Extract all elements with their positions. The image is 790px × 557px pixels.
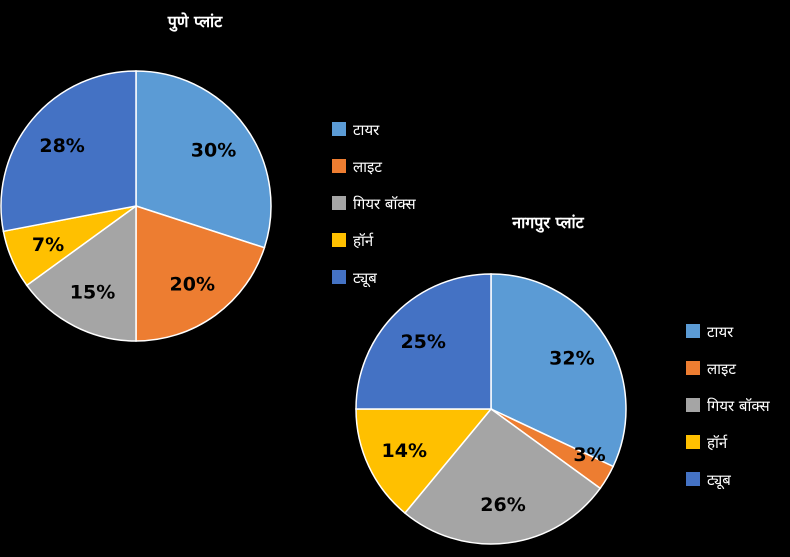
nagpur-chart-title: नागपुर प्लांट	[511, 213, 584, 233]
pune-legend-label-2: गियर बॉक्स	[353, 195, 416, 213]
nagpur-slice-2	[403, 407, 602, 545]
nagpur-slice-4	[355, 273, 492, 410]
pune-slice-label-2: 15%	[70, 281, 115, 303]
nagpur-legend-swatch-3	[686, 435, 700, 449]
pune-legend-swatch-3	[332, 233, 346, 247]
pune-legend-label-0: टायर	[353, 121, 380, 139]
nagpur-legend-swatch-0	[686, 324, 700, 338]
pune-slice-4	[0, 70, 137, 233]
pune-slice-label-0: 30%	[191, 140, 236, 162]
nagpur-legend-label-3: हॉर्न	[707, 434, 728, 452]
pune-plant-pie-chart: पुणे प्लांट 30% 20% 15% 7% 28% टायर लाइट गियर …	[0, 12, 416, 342]
pune-slice-label-3: 7%	[32, 234, 64, 256]
nagpur-plant-pie-chart: नागपुर प्लांट 32% 3% 26% 14% 25% टायर लाइट गिय…	[355, 213, 770, 545]
nagpur-slice-label-2: 26%	[480, 494, 525, 516]
nagpur-slice-label-4: 25%	[400, 331, 445, 353]
nagpur-slice-label-3: 14%	[382, 440, 427, 462]
nagpur-legend-label-2: गियर बॉक्स	[707, 397, 770, 415]
nagpur-legend-label-4: ट्यूब	[707, 471, 731, 490]
nagpur-legend-swatch-4	[686, 472, 700, 486]
nagpur-slice-label-1: 3%	[573, 444, 605, 466]
nagpur-slice-3	[355, 408, 493, 515]
pune-slice-1	[135, 204, 266, 342]
nagpur-legend-swatch-2	[686, 398, 700, 412]
nagpur-legend-swatch-1	[686, 361, 700, 375]
nagpur-legend-label-1: लाइट	[707, 360, 736, 378]
nagpur-slice-0	[490, 273, 627, 468]
nagpur-legend-label-0: टायर	[707, 323, 734, 341]
pune-slice-label-1: 20%	[170, 274, 215, 296]
pune-slice-2	[25, 204, 137, 342]
pune-legend-label-1: लाइट	[353, 158, 382, 176]
pune-slice-label-4: 28%	[39, 135, 84, 157]
pune-legend-swatch-4	[332, 270, 346, 284]
pune-chart-title: पुणे प्लांट	[167, 12, 223, 32]
nagpur-slice-label-0: 32%	[549, 348, 594, 370]
pune-legend-swatch-0	[332, 122, 346, 136]
pune-slice-0	[135, 70, 272, 249]
pune-legend-label-3: हॉर्न	[353, 232, 374, 250]
pune-legend-swatch-1	[332, 159, 346, 173]
pune-legend-label-4: ट्यूब	[353, 269, 377, 288]
pune-legend-swatch-2	[332, 196, 346, 210]
